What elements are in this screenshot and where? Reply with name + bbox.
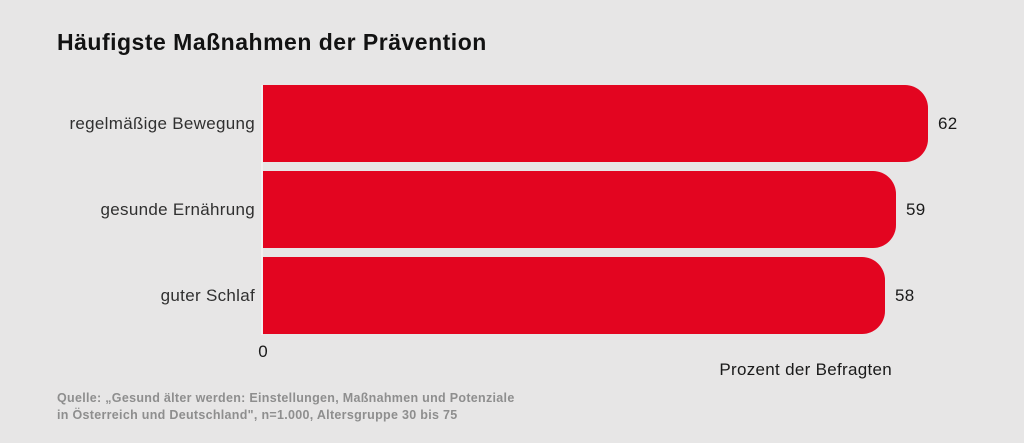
bar-row: regelmäßige Bewegung 62 xyxy=(0,85,1024,162)
source-note: Quelle: „Gesund älter werden: Einstellun… xyxy=(57,390,515,424)
source-line-1: Quelle: „Gesund älter werden: Einstellun… xyxy=(57,391,515,405)
bar-row: gesunde Ernährung 59 xyxy=(0,171,1024,248)
bar xyxy=(263,257,885,334)
bar-rows: regelmäßige Bewegung 62 gesunde Ernährung 5… xyxy=(0,85,1024,334)
value-label: 59 xyxy=(906,199,926,219)
value-label: 62 xyxy=(938,113,958,133)
bar-row: guter Schlaf 58 xyxy=(0,257,1024,334)
x-axis-origin-label: 0 xyxy=(258,342,268,361)
category-label: regelmäßige Bewegung xyxy=(69,113,255,133)
value-label: 58 xyxy=(895,285,915,305)
source-line-2: in Österreich und Deutschland", n=1.000,… xyxy=(57,408,458,422)
category-label: gesunde Ernährung xyxy=(100,199,255,219)
bar xyxy=(263,85,928,162)
x-axis-label: Prozent der Befragten xyxy=(719,360,892,379)
category-label: guter Schlaf xyxy=(160,285,255,305)
y-axis-line xyxy=(261,85,263,335)
chart-title: Häufigste Maßnahmen der Prävention xyxy=(57,29,487,55)
bar xyxy=(263,171,896,248)
